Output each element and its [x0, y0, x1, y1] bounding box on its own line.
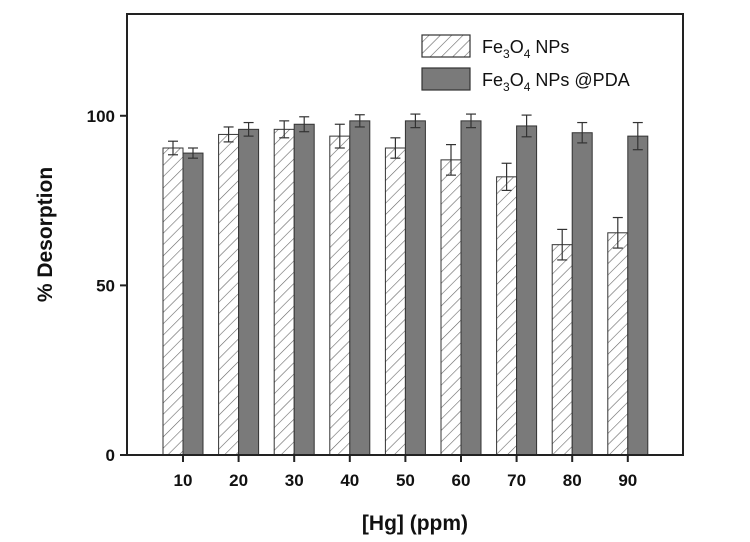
bar-fe3o4-nps-90	[607, 232, 629, 456]
error-bar-pda-90	[632, 121, 643, 151]
y-tick-label: 50	[96, 276, 115, 295]
error-bar-pda-20	[243, 121, 254, 137]
legend: Fe3O4 NPs Fe3O4 NPs @PDA	[421, 34, 630, 94]
x-axis-title: [Hg] (ppm)	[362, 512, 468, 535]
error-bar-nps-50	[390, 137, 401, 159]
x-tick-label: 90	[618, 471, 637, 490]
error-bar-nps-40	[334, 123, 345, 149]
bar-fe3o4-nps-pda-80	[571, 132, 593, 456]
bar-fe3o4-nps-pda-50	[404, 120, 426, 456]
bar-fe3o4-nps-70	[496, 176, 518, 456]
bars-layer	[162, 120, 649, 456]
x-tick-label: 80	[563, 471, 582, 490]
error-bar-pda-40	[354, 114, 365, 128]
bar-fe3o4-nps-pda-60	[460, 120, 482, 456]
bar-fe3o4-nps-10	[162, 147, 184, 456]
x-tick-label: 50	[396, 471, 415, 490]
y-axis-title: % Desorption	[34, 167, 57, 302]
bar-fe3o4-nps-30	[273, 128, 295, 456]
error-bar-nps-80	[557, 228, 568, 261]
bar-fe3o4-nps-pda-90	[627, 135, 649, 456]
x-axis-ticks: 10 20 30 40 50 60 70 80 90	[174, 455, 637, 490]
legend-item-fe3o4-nps-pda: Fe3O4 NPs @PDA	[421, 67, 630, 94]
error-bar-pda-30	[299, 116, 310, 133]
error-bar-nps-70	[501, 162, 512, 191]
bar-fe3o4-nps-80	[551, 244, 573, 456]
bar-fe3o4-nps-60	[440, 159, 462, 456]
error-bar-nps-20	[223, 126, 234, 143]
x-tick-label: 70	[507, 471, 526, 490]
y-axis-ticks: 0 50 100	[87, 107, 127, 465]
error-bar-nps-10	[168, 140, 178, 156]
bar-fe3o4-nps-pda-20	[238, 128, 260, 456]
bar-fe3o4-nps-20	[218, 133, 240, 456]
x-tick-label: 10	[174, 471, 193, 490]
legend-label-fe3o4-nps: Fe3O4 NPs	[482, 37, 569, 61]
y-tick-label: 100	[87, 107, 115, 126]
error-bar-pda-60	[466, 113, 476, 129]
error-bar-nps-60	[446, 144, 456, 176]
x-tick-label: 40	[340, 471, 359, 490]
y-tick-label: 0	[106, 446, 115, 465]
bar-fe3o4-nps-pda-10	[182, 152, 204, 456]
error-bar-nps-90	[612, 216, 623, 249]
x-tick-label: 60	[452, 471, 471, 490]
bar-fe3o4-nps-pda-40	[349, 120, 371, 456]
legend-item-fe3o4-nps: Fe3O4 NPs	[421, 34, 569, 61]
error-bar-pda-10	[188, 147, 198, 159]
legend-swatch-hatched	[421, 34, 471, 58]
x-tick-label: 30	[285, 471, 304, 490]
error-bars-layer	[168, 113, 643, 261]
error-bar-pda-80	[577, 121, 588, 144]
error-bar-pda-50	[410, 113, 421, 129]
bar-fe3o4-nps-50	[384, 147, 406, 456]
axes: 0 50 100 10 20 30 40 50 60 70 80 90	[87, 13, 684, 490]
bar-fe3o4-nps-pda-30	[293, 123, 315, 456]
legend-label-fe3o4-nps-pda: Fe3O4 NPs @PDA	[482, 70, 630, 94]
x-tick-label: 20	[229, 471, 248, 490]
legend-swatch-solid	[421, 67, 471, 91]
bar-fe3o4-nps-40	[329, 135, 351, 456]
error-bar-nps-30	[279, 120, 290, 139]
error-bar-pda-70	[521, 114, 532, 138]
bar-fe3o4-nps-pda-70	[516, 125, 538, 456]
